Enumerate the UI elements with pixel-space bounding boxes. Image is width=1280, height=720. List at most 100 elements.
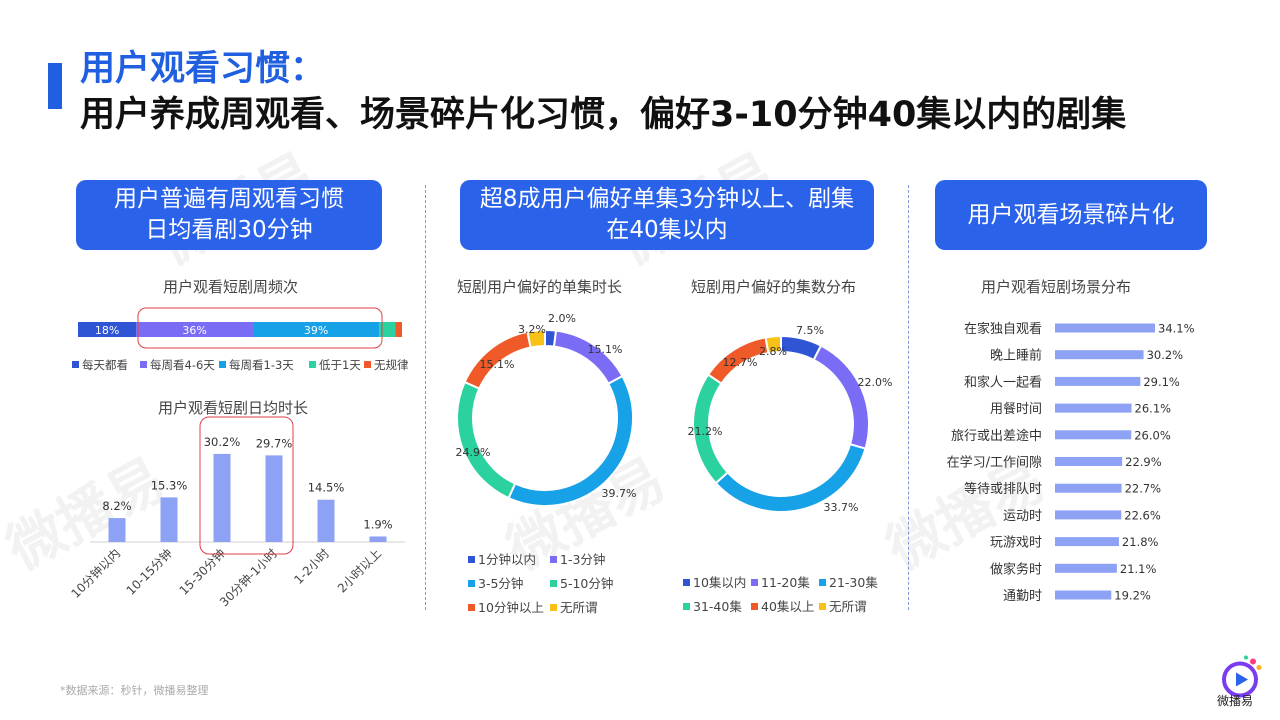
category-label: 等待或排队时: [964, 481, 1042, 497]
bar-value-label: 34.1%: [1158, 322, 1195, 336]
donut-value-label: 12.7%: [723, 356, 758, 369]
stacked-bar-segment: [252, 322, 380, 337]
stacked-bar-label: 36%: [182, 324, 206, 337]
x-tick-label: 10分钟以内: [68, 546, 123, 601]
bar-value-label: 8.2%: [102, 499, 131, 513]
bar-value-label: 21.1%: [1120, 562, 1157, 576]
category-label: 运动时: [1003, 509, 1042, 524]
stacked-bar-segment: [136, 322, 253, 337]
episode-count-title: 短剧用户偏好的集数分布: [691, 278, 857, 296]
legend-label: 5-10分钟: [560, 576, 613, 591]
donut-value-label: 3.2%: [518, 323, 546, 336]
donut-value-label: 39.7%: [602, 487, 637, 500]
legend-swatch: [751, 579, 758, 586]
legend-swatch: [219, 361, 226, 368]
donut-value-label: 2.8%: [759, 345, 787, 358]
legend-swatch: [72, 361, 79, 368]
bar-value-label: 22.7%: [1125, 482, 1162, 496]
donut-slice: [552, 329, 624, 386]
bar: [1055, 430, 1132, 440]
middle-panel-header-line1: 超8成用户偏好单集3分钟以上、剧集: [479, 186, 855, 212]
bar: [1055, 323, 1155, 333]
donut-slice: [812, 344, 870, 450]
legend-label: 每周看4-6天: [150, 358, 215, 372]
donut-slice: [456, 380, 517, 500]
category-label: 在学习/工作间隙: [947, 455, 1042, 471]
legend-swatch: [309, 361, 316, 368]
bar: [265, 455, 283, 542]
scene-distribution-title: 用户观看短剧场景分布: [981, 278, 1132, 296]
bar: [213, 453, 231, 542]
legend-label: 10分钟以上: [478, 600, 544, 615]
x-tick-label: 10-15分钟: [123, 546, 175, 598]
legend-label: 无所谓: [829, 599, 867, 614]
page-title: 用户观看习惯：: [80, 49, 326, 89]
legend-label: 每天都看: [82, 358, 128, 372]
bar: [317, 499, 335, 542]
brand-logo-text: 微播易: [1217, 694, 1254, 708]
bar-value-label: 14.5%: [308, 481, 345, 495]
legend-label: 无所谓: [560, 600, 598, 615]
legend-swatch: [819, 603, 826, 610]
panel-divider: [425, 185, 426, 610]
category-label: 和家人一起看: [964, 374, 1042, 390]
bar-value-label: 19.2%: [1114, 589, 1151, 603]
bar-value-label: 22.9%: [1125, 455, 1162, 469]
bar: [1055, 590, 1112, 600]
middle-panel-header: 超8成用户偏好单集3分钟以上、剧集 在40集以内: [460, 180, 874, 250]
legend-label: 每周看1-3天: [229, 358, 294, 372]
bar-value-label: 1.9%: [363, 517, 392, 531]
legend-label: 无规律: [374, 358, 409, 372]
legend-swatch: [550, 556, 557, 563]
highlight-box: [199, 416, 294, 555]
title-accent-bar: [48, 63, 62, 109]
right-panel-header-text: 用户观看场景碎片化: [967, 201, 1175, 228]
bar: [1055, 403, 1132, 413]
donut-value-label: 22.0%: [858, 376, 893, 389]
legend-swatch: [683, 579, 690, 586]
bar-value-label: 22.6%: [1124, 508, 1161, 522]
legend-swatch: [468, 580, 475, 587]
bar: [160, 497, 178, 542]
category-label: 做家务时: [990, 561, 1042, 577]
stacked-bar-segment: [78, 322, 137, 337]
category-label: 玩游戏时: [990, 536, 1042, 551]
legend-swatch: [550, 580, 557, 587]
legend-label: 11-20集: [761, 575, 810, 590]
bar-value-label: 30.2%: [1147, 348, 1184, 362]
page-subtitle: 用户养成周观看、场景碎片化习惯，偏好3-10分钟40集以内的剧集: [80, 95, 1127, 135]
legend-swatch: [819, 579, 826, 586]
stacked-bar-segment: [395, 322, 402, 337]
panel-divider: [908, 185, 909, 610]
left-panel-header-line1: 用户普遍有周观看习惯: [114, 186, 344, 212]
donut-value-label: 15.1%: [480, 358, 515, 371]
legend-label: 低于1天: [319, 358, 361, 372]
legend-label: 3-5分钟: [478, 576, 523, 591]
legend-label: 21-30集: [829, 575, 878, 590]
legend-swatch: [468, 604, 475, 611]
legend-swatch: [683, 603, 690, 610]
category-label: 用餐时间: [990, 401, 1042, 417]
category-label: 晚上睡前: [990, 348, 1042, 364]
donut-value-label: 24.9%: [456, 446, 491, 459]
donut-value-label: 21.2%: [688, 425, 723, 438]
left-panel-header-line2: 日均看剧30分钟: [145, 217, 313, 243]
bar-value-label: 26.1%: [1135, 402, 1172, 416]
bar: [1055, 483, 1122, 493]
left-panel-header: 用户普遍有周观看习惯 日均看剧30分钟: [76, 180, 382, 250]
donut-slice: [526, 328, 546, 349]
bar-value-label: 26.0%: [1134, 428, 1171, 442]
legend-label: 10集以内: [693, 575, 746, 590]
legend-label: 1分钟以内: [478, 552, 536, 567]
bar-value-label: 29.7%: [256, 436, 293, 450]
bar-value-label: 21.8%: [1122, 535, 1159, 549]
donut-value-label: 7.5%: [796, 324, 824, 337]
donut-slice: [764, 334, 782, 355]
donut-value-label: 2.0%: [548, 312, 576, 325]
legend-label: 1-3分钟: [560, 552, 605, 567]
stacked-bar-label: 39%: [304, 324, 328, 337]
x-tick-label: 15-30分钟: [176, 546, 228, 598]
bar: [1055, 350, 1144, 360]
stacked-bar-segment: [379, 322, 396, 337]
